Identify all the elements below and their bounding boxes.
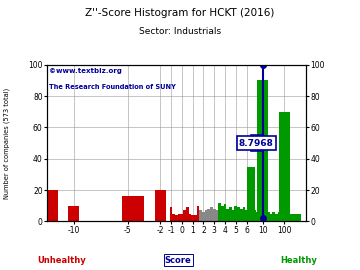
Bar [291, 214, 294, 221]
Bar [256, 212, 259, 221]
Bar [189, 214, 191, 221]
Bar [243, 207, 245, 221]
Bar [237, 207, 240, 221]
Bar [180, 214, 183, 221]
Bar [234, 206, 237, 221]
Bar [257, 80, 268, 221]
Bar [175, 215, 178, 221]
Bar [224, 204, 226, 221]
Bar [178, 214, 180, 221]
Bar [207, 209, 210, 221]
Bar [191, 215, 194, 221]
Bar [186, 207, 189, 221]
Bar [240, 209, 243, 221]
Bar [213, 209, 216, 221]
Bar [279, 112, 290, 221]
Text: ©www.textbiz.org: ©www.textbiz.org [49, 68, 122, 74]
Text: Unhealthy: Unhealthy [37, 256, 86, 265]
Bar [194, 215, 197, 221]
Bar [133, 196, 144, 221]
Bar [172, 214, 175, 221]
Bar [267, 212, 270, 221]
Text: Sector: Industrials: Sector: Industrials [139, 27, 221, 36]
Bar [251, 207, 253, 221]
Bar [229, 207, 232, 221]
Bar [68, 206, 79, 221]
Bar [197, 206, 199, 221]
Bar [278, 212, 280, 221]
Bar [280, 214, 283, 221]
Bar [47, 190, 58, 221]
Bar [275, 214, 278, 221]
Bar [253, 210, 256, 221]
Bar [205, 210, 207, 221]
Bar [210, 207, 213, 221]
Bar [122, 196, 133, 221]
Bar [264, 212, 267, 221]
Bar [216, 210, 218, 221]
Bar [245, 210, 248, 221]
Text: Number of companies (573 total): Number of companies (573 total) [4, 87, 10, 199]
Text: The Research Foundation of SUNY: The Research Foundation of SUNY [49, 84, 176, 90]
Text: Healthy: Healthy [280, 256, 317, 265]
Bar [294, 214, 297, 221]
Bar [259, 210, 261, 221]
Bar [286, 214, 288, 221]
Bar [218, 202, 221, 221]
Bar [272, 212, 275, 221]
Bar [226, 209, 229, 221]
Bar [283, 212, 286, 221]
Text: Z''-Score Histogram for HCKT (2016): Z''-Score Histogram for HCKT (2016) [85, 8, 275, 18]
Bar [183, 210, 186, 221]
Bar [247, 167, 255, 221]
Bar [221, 206, 224, 221]
Text: 8.7968: 8.7968 [239, 139, 274, 148]
Bar [292, 214, 301, 221]
Text: Score: Score [165, 256, 192, 265]
Bar [288, 214, 291, 221]
Bar [270, 214, 272, 221]
Bar [248, 209, 251, 221]
Bar [261, 214, 264, 221]
Bar [155, 190, 166, 221]
Bar [232, 210, 234, 221]
Bar [170, 207, 172, 221]
Bar [199, 210, 202, 221]
Bar [202, 212, 205, 221]
